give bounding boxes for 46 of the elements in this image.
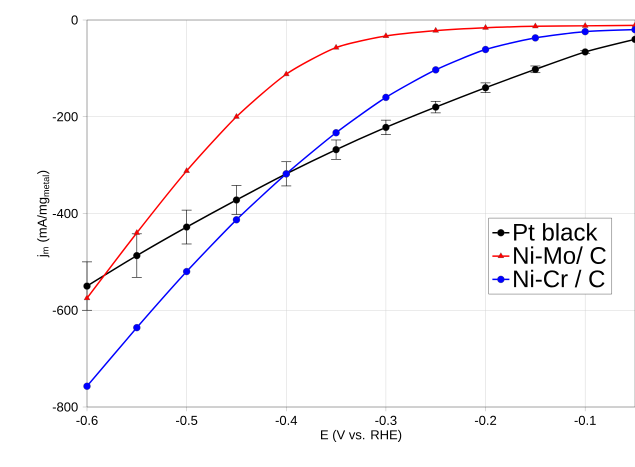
x-tick-label: -0.2 <box>474 416 496 425</box>
point <box>232 216 240 224</box>
point <box>532 22 539 28</box>
point <box>482 46 490 54</box>
point <box>582 28 589 36</box>
point <box>134 229 140 235</box>
point <box>183 223 190 231</box>
legend-label: Ni-Cr / C <box>514 270 605 288</box>
point <box>232 196 240 204</box>
legend-label: Ni-Mo/ C <box>514 246 606 264</box>
y-tick-label: -600 <box>52 306 78 315</box>
point <box>432 103 440 111</box>
point <box>332 44 340 50</box>
point <box>233 113 240 119</box>
point <box>183 268 190 276</box>
point <box>432 27 439 33</box>
y-axis-title: j$_{m}$ (mA/mg$_{metal}$) <box>37 170 50 258</box>
point <box>84 294 90 300</box>
point <box>532 66 539 73</box>
point <box>532 34 539 42</box>
point <box>183 167 190 173</box>
x-tick-label: -0.5 <box>176 416 198 425</box>
point <box>332 146 340 154</box>
point <box>332 129 340 136</box>
point <box>382 124 390 132</box>
point <box>582 48 589 56</box>
point <box>382 94 390 102</box>
point <box>382 32 390 38</box>
point <box>432 66 440 74</box>
point <box>482 24 489 30</box>
point <box>83 282 91 290</box>
point <box>283 70 290 76</box>
x-tick-label: -0.3 <box>375 416 397 425</box>
x-tick-label: -0.6 <box>76 416 98 425</box>
x-tick-label: -0.1 <box>574 416 596 425</box>
y-tick-label: -400 <box>52 208 78 218</box>
point <box>133 324 140 332</box>
point <box>133 252 140 260</box>
y-tick-label: -800 <box>52 402 78 412</box>
legend-label: Pt black <box>514 223 598 241</box>
point <box>582 22 588 28</box>
x-tick-label: -0.4 <box>276 416 298 425</box>
point <box>83 382 91 390</box>
x-axis-title: E (V vs. RHE) <box>321 430 402 442</box>
y-tick-label: 0 <box>72 15 78 25</box>
y-tick-label: -200 <box>52 112 78 122</box>
